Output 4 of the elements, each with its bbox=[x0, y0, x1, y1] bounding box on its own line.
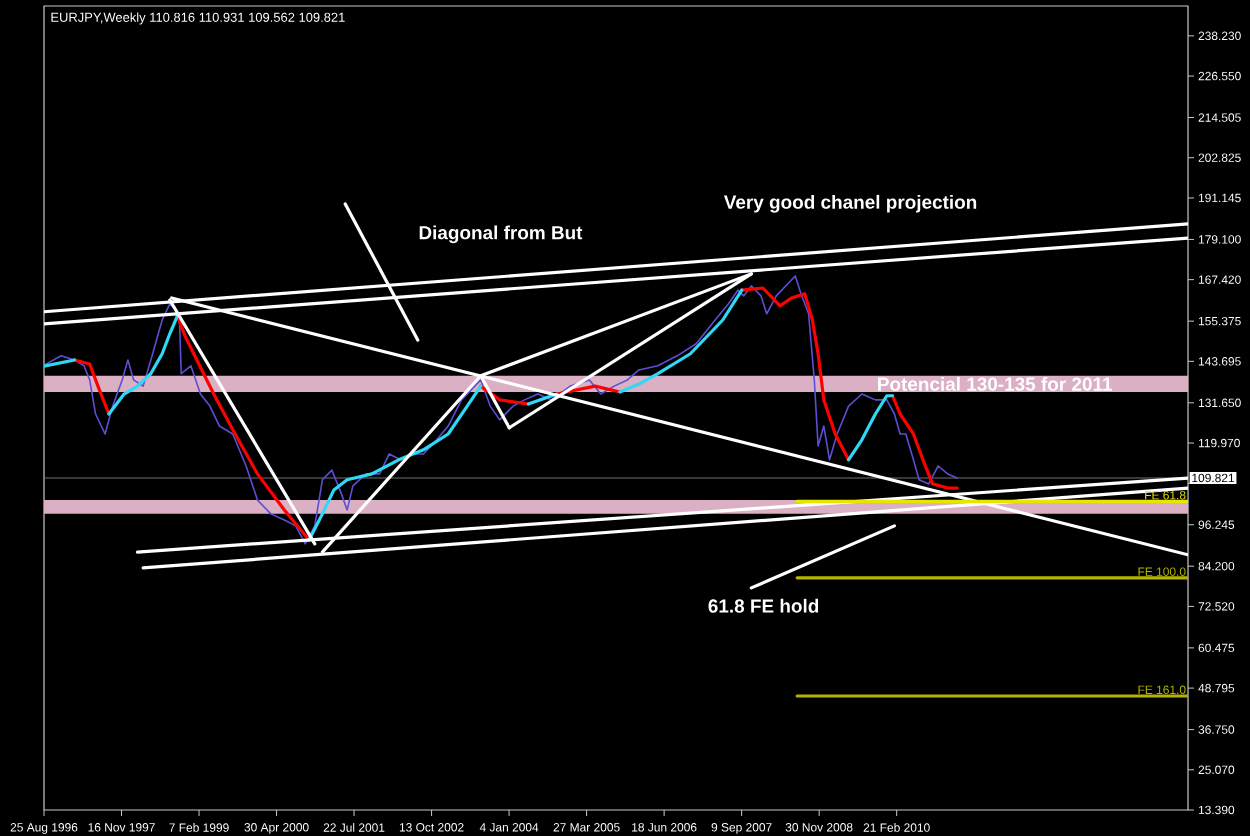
annotation: 61.8 FE hold bbox=[708, 598, 819, 613]
band-label: Potencial 130-135 for 2011 bbox=[878, 376, 1112, 391]
annotation: Very good chanel projection bbox=[723, 194, 977, 213]
annotation: Diagonal from But bbox=[419, 225, 583, 244]
